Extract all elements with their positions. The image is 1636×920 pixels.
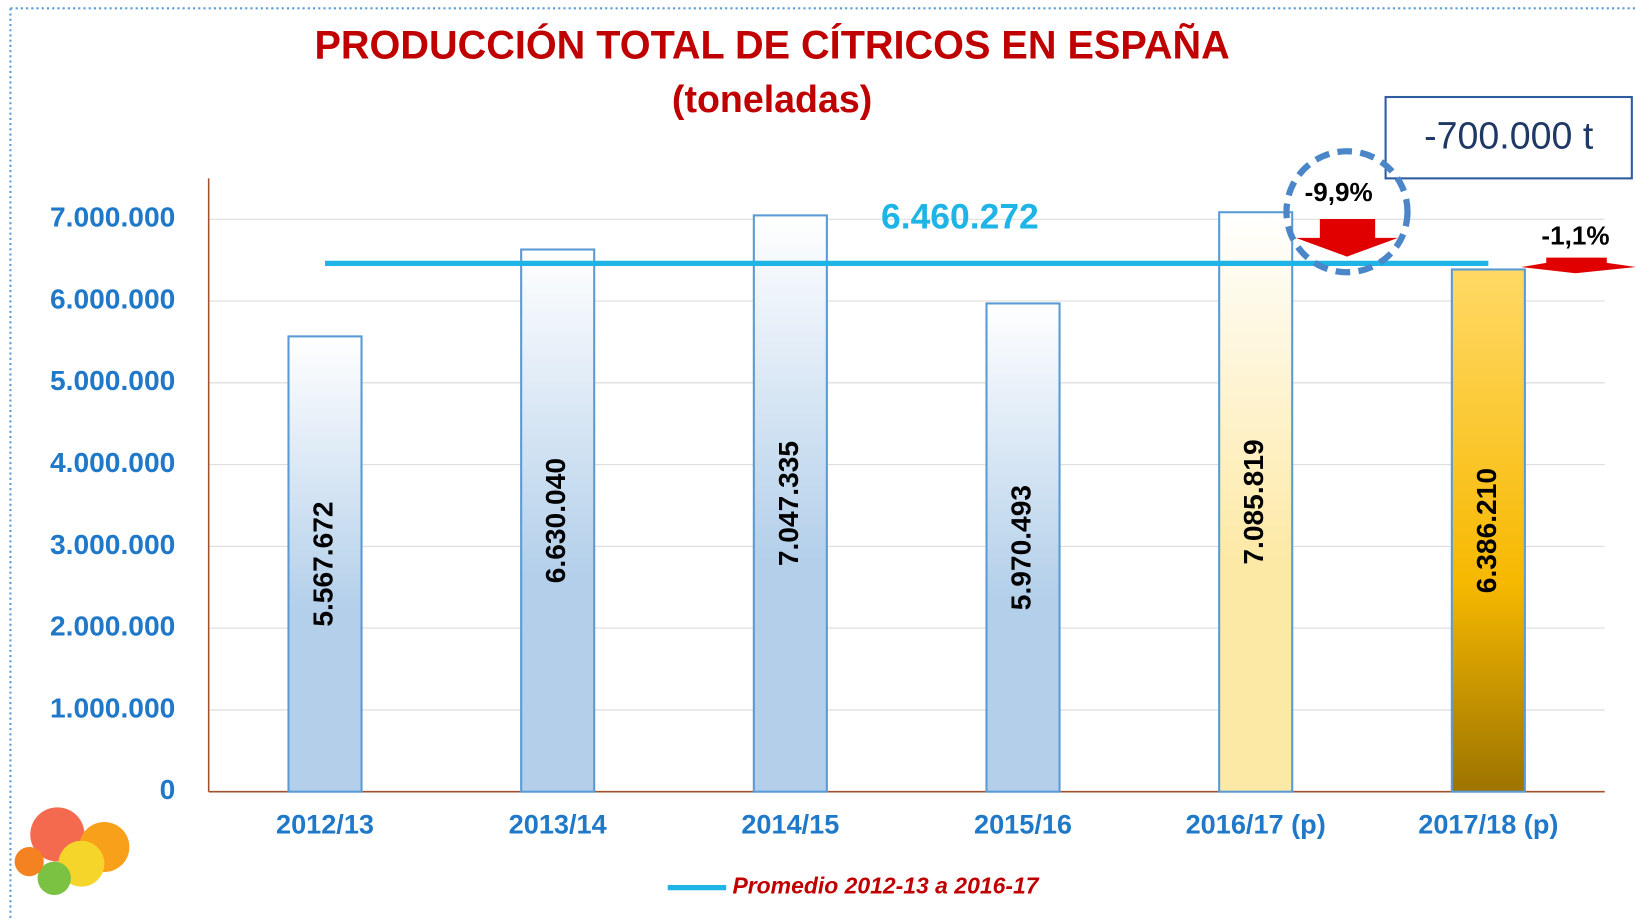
fruit-icon [15, 807, 130, 895]
y-tick-label: 4.000.000 [50, 447, 175, 478]
y-tick-label: 7.000.000 [50, 202, 175, 233]
y-tick-label: 3.000.000 [50, 529, 175, 560]
y-tick-label: 2.000.000 [50, 611, 175, 642]
x-tick-label: 2017/18 (p) [1418, 808, 1558, 839]
y-tick-label: 0 [160, 774, 176, 805]
annotation: -700.000 t [1424, 115, 1594, 157]
x-tick-label: 2015/16 [974, 808, 1072, 839]
chart-title: PRODUCCIÓN TOTAL DE CÍTRICOS EN ESPAÑA [314, 23, 1229, 67]
legend-label: Promedio 2012-13 a 2016-17 [732, 873, 1039, 899]
value-label: 5.567.672 [307, 501, 338, 626]
value-label: 7.085.819 [1238, 439, 1269, 564]
page: {"chart_data": {"type": "bar", "title": … [0, 0, 1636, 920]
value-label: 6.630.040 [540, 458, 571, 583]
average-label: 6.460.272 [881, 196, 1039, 236]
value-label: 7.047.335 [773, 441, 804, 566]
y-tick-label: 1.000.000 [50, 692, 175, 723]
x-tick-label: 2013/14 [509, 808, 607, 839]
chart-subtitle: (toneladas) [672, 78, 872, 120]
x-tick-label: 2016/17 (p) [1186, 808, 1326, 839]
x-tick-label: 2012/13 [276, 808, 374, 839]
annotation: -9,9% [1305, 177, 1373, 207]
annotation: -1,1% [1541, 221, 1609, 251]
y-tick-label: 5.000.000 [50, 365, 175, 396]
y-tick-label: 6.000.000 [50, 283, 175, 314]
value-label: 5.970.493 [1005, 485, 1036, 610]
x-tick-label: 2014/15 [741, 808, 839, 839]
chart: PRODUCCIÓN TOTAL DE CÍTRICOS EN ESPAÑA (… [0, 0, 1636, 920]
arrow [1521, 258, 1636, 274]
arrow [1296, 219, 1398, 257]
value-label: 6.386.210 [1471, 468, 1502, 593]
